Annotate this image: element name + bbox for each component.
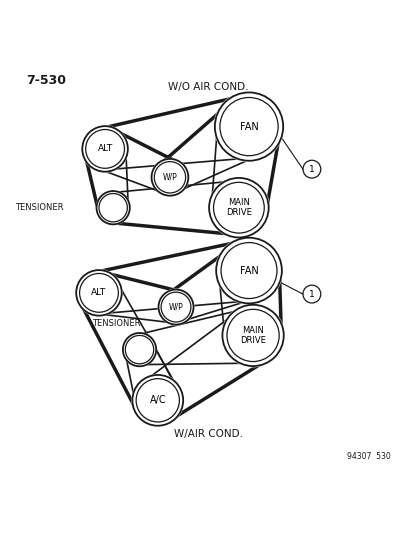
- Text: W/AIR COND.: W/AIR COND.: [173, 429, 242, 439]
- Circle shape: [221, 304, 284, 367]
- Text: 7-530: 7-530: [26, 74, 66, 87]
- Text: 94307  530: 94307 530: [347, 452, 390, 461]
- Circle shape: [208, 177, 268, 238]
- Circle shape: [82, 126, 128, 172]
- Circle shape: [151, 158, 188, 196]
- Circle shape: [158, 289, 193, 325]
- Text: MAIN
DRIVE: MAIN DRIVE: [225, 198, 251, 217]
- Circle shape: [96, 191, 130, 224]
- Text: A/C: A/C: [149, 395, 166, 405]
- Text: TENSIONER: TENSIONER: [92, 319, 140, 328]
- Text: 1: 1: [308, 289, 314, 298]
- Circle shape: [215, 237, 282, 304]
- Text: FAN: FAN: [239, 122, 258, 132]
- Text: 1: 1: [308, 165, 314, 174]
- Text: ALT: ALT: [97, 144, 112, 154]
- Text: FAN: FAN: [239, 265, 258, 276]
- Circle shape: [132, 375, 183, 426]
- Text: TENSIONER: TENSIONER: [15, 203, 63, 212]
- Circle shape: [76, 270, 122, 316]
- Circle shape: [214, 92, 283, 161]
- Circle shape: [122, 333, 156, 367]
- Text: W/O AIR COND.: W/O AIR COND.: [168, 82, 248, 92]
- Text: MAIN
DRIVE: MAIN DRIVE: [240, 326, 266, 345]
- Text: ALT: ALT: [91, 288, 107, 297]
- Text: W/P: W/P: [162, 173, 177, 182]
- Text: W/P: W/P: [168, 303, 183, 312]
